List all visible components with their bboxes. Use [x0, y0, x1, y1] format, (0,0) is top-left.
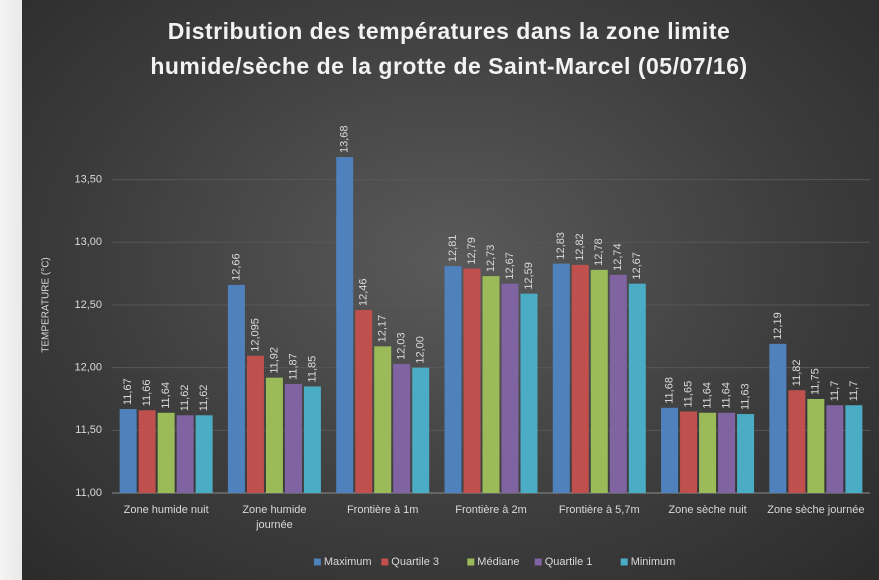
value-label: 11,63 — [739, 383, 751, 410]
value-label: 11,7 — [829, 381, 841, 402]
bar — [769, 343, 787, 493]
value-label: 11,66 — [141, 380, 153, 407]
value-label: 11,75 — [810, 368, 822, 395]
value-label: 12,03 — [396, 332, 408, 360]
value-label: 11,82 — [791, 359, 803, 386]
legend-swatch — [381, 558, 389, 566]
value-label: 12,67 — [504, 252, 516, 280]
x-tick-label: Frontière à 2m — [455, 504, 527, 516]
bar — [303, 386, 321, 493]
legend-swatch — [534, 558, 542, 566]
legend-label: Quartile 1 — [545, 556, 593, 568]
legend-label: Quartile 3 — [391, 556, 439, 568]
y-tick-label: 12,50 — [74, 299, 102, 311]
bar — [412, 367, 430, 493]
bar — [680, 411, 698, 493]
bar — [826, 405, 844, 493]
legend-swatch — [620, 558, 628, 566]
value-label: 12,73 — [485, 245, 497, 273]
bar — [737, 414, 755, 493]
bar — [661, 407, 679, 493]
value-label: 12,67 — [631, 252, 643, 280]
x-tick-label: Zone sèche nuit — [668, 504, 747, 516]
bar — [246, 355, 264, 493]
value-label: 12,46 — [358, 278, 370, 306]
bar — [482, 276, 500, 493]
value-label: 11,87 — [287, 353, 299, 380]
y-tick-label: 12,00 — [74, 362, 102, 374]
value-label: 11,64 — [720, 382, 732, 409]
x-tick-label: Zone humide nuit — [123, 504, 209, 516]
chart-title: Distribution des températures dans la zo… — [150, 18, 748, 79]
bar — [444, 266, 462, 493]
x-tick-label: Frontière à 5,7m — [558, 504, 640, 516]
bar — [501, 283, 519, 493]
value-label: 11,67 — [122, 378, 134, 405]
bar — [718, 412, 736, 493]
value-label: 12,19 — [772, 312, 784, 340]
bar — [393, 363, 411, 493]
y-tick-label: 11,50 — [75, 424, 102, 436]
bar — [374, 346, 392, 493]
y-tick-label: 13,50 — [74, 174, 102, 186]
bar — [552, 263, 570, 493]
y-axis-title: TEMPERATURE (°C) — [41, 257, 52, 352]
value-label: 12,78 — [593, 238, 605, 266]
bar — [807, 398, 825, 493]
value-label: 12,59 — [523, 262, 535, 290]
bar — [227, 284, 245, 493]
bar — [699, 412, 717, 493]
bar — [157, 412, 175, 493]
value-label: 12,17 — [377, 315, 389, 343]
bar — [845, 405, 863, 493]
bar — [520, 293, 538, 493]
bar — [336, 157, 354, 494]
value-label: 11,68 — [663, 377, 675, 404]
bar — [119, 409, 137, 493]
bar — [788, 390, 806, 493]
value-label: 12,82 — [574, 233, 586, 261]
bar — [628, 283, 646, 493]
bar — [571, 264, 589, 493]
value-label: 11,7 — [848, 381, 860, 402]
value-label: 12,83 — [555, 232, 567, 260]
legend-label: Médiane — [477, 556, 519, 568]
value-label: 12,79 — [466, 237, 478, 265]
y-tick-label: 13,00 — [74, 236, 102, 248]
legend-swatch — [313, 558, 321, 566]
value-label: 11,64 — [160, 382, 172, 409]
bar — [355, 309, 373, 493]
bar — [195, 415, 213, 493]
value-label: 11,85 — [306, 356, 318, 383]
legend-label: Maximum — [324, 556, 372, 568]
value-label: 12,81 — [447, 235, 459, 263]
value-label: 13,68 — [339, 126, 351, 154]
value-label: 11,65 — [682, 381, 694, 408]
value-label: 12,74 — [612, 243, 624, 271]
y-tick-label: 11,00 — [75, 487, 102, 499]
bar — [176, 415, 194, 493]
x-tick-label: Zone sèche journée — [767, 504, 865, 516]
value-label: 11,64 — [701, 382, 713, 409]
x-tick-label: Frontière à 1m — [346, 504, 419, 516]
bar — [265, 377, 283, 493]
value-label: 11,62 — [198, 385, 210, 412]
bar — [138, 410, 156, 493]
value-label: 11,92 — [268, 347, 280, 374]
legend-swatch — [467, 558, 475, 566]
x-tick-label: Zone humide journée — [242, 504, 307, 531]
value-label: 12,66 — [230, 253, 242, 281]
legend-label: Minimum — [631, 556, 676, 568]
value-label: 12,095 — [249, 318, 261, 352]
value-label: 12,00 — [415, 336, 427, 364]
bar — [590, 269, 608, 493]
bar — [463, 268, 481, 493]
bar — [609, 274, 627, 493]
value-label: 11,62 — [179, 385, 191, 412]
bar — [284, 383, 302, 493]
